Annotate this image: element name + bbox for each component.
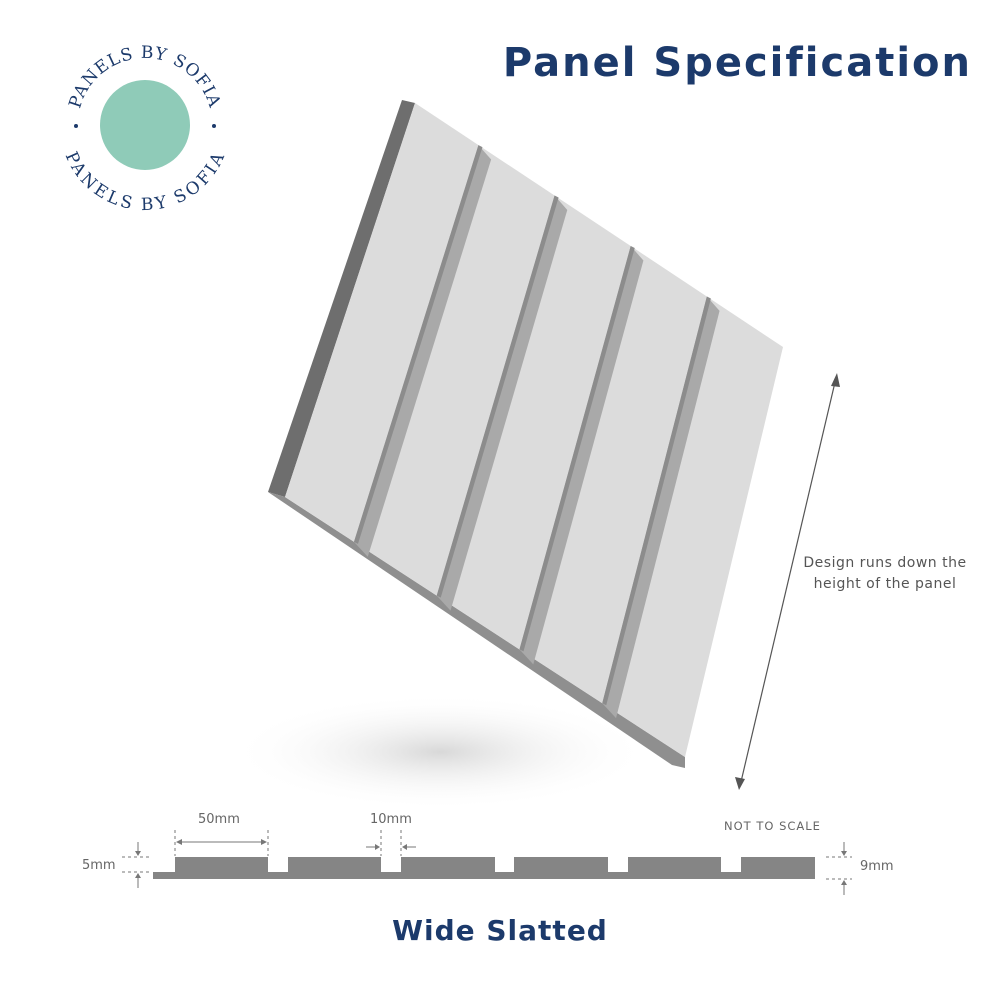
- panel-3d-render: [268, 100, 783, 768]
- slat-width-label: 50mm: [198, 812, 240, 827]
- product-name: Wide Slatted: [392, 914, 608, 947]
- profile-slat: [175, 857, 268, 873]
- profile-slat: [628, 857, 721, 873]
- panel-side-edge: [268, 100, 415, 497]
- height-arrow: [735, 373, 840, 790]
- panel-shadow: [230, 694, 650, 810]
- profile-cross-section: [122, 830, 852, 895]
- brand-logo: PANELS BY SOFIA PANELS BY SOFIA: [61, 43, 229, 215]
- groove-shadow: [436, 195, 559, 598]
- panel-groove: [519, 246, 644, 665]
- groove-shadow: [353, 145, 483, 544]
- profile-slat: [288, 857, 381, 873]
- panel-bottom-edge: [268, 492, 685, 768]
- profile-slat: [741, 857, 815, 873]
- design-direction-note: Design runs down the height of the panel: [803, 555, 967, 592]
- panel-groove: [353, 145, 492, 557]
- profile-slat: [401, 857, 495, 873]
- logo-circle: [100, 80, 190, 170]
- groove-width-label: 10mm: [370, 812, 412, 827]
- profile-slat: [514, 857, 608, 873]
- page-title: Panel Specification: [502, 40, 972, 86]
- not-to-scale-label: NOT TO SCALE: [724, 819, 821, 833]
- groove-shadow: [519, 246, 635, 652]
- panel-face: [285, 103, 783, 757]
- groove-depth-label: 5mm: [82, 858, 116, 873]
- panel-groove: [436, 195, 568, 611]
- groove-shadow: [602, 296, 711, 706]
- panel-groove: [602, 296, 720, 719]
- thickness-label: 9mm: [860, 859, 894, 874]
